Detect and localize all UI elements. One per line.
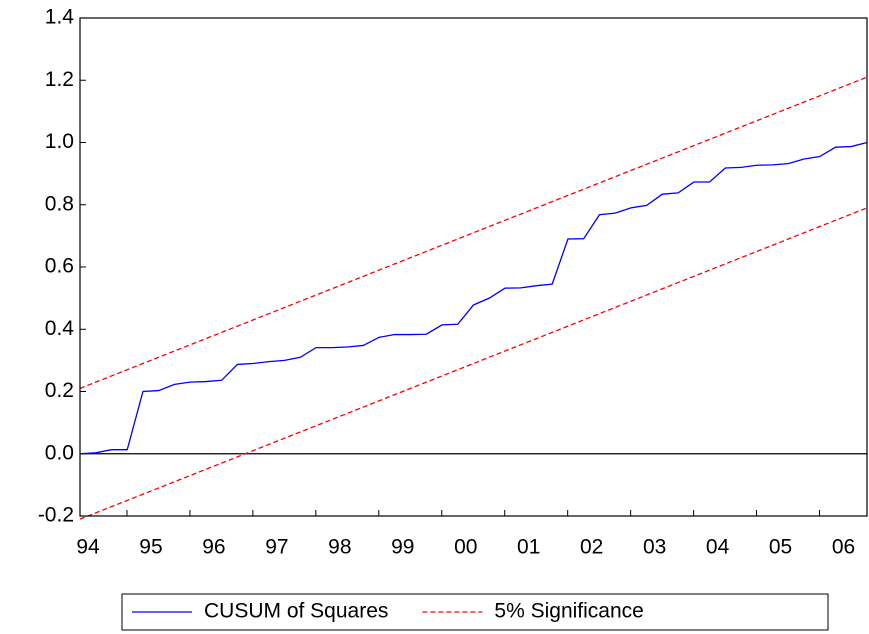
x-tick-label: 01 (517, 536, 540, 559)
y-tick-label: 0.6 (45, 255, 74, 278)
y-tick-label: 1.0 (45, 130, 74, 153)
plot-frame (79, 17, 868, 517)
x-tick-label: 05 (769, 536, 792, 559)
legend-label: CUSUM of Squares (204, 600, 388, 623)
x-tick-label: 97 (265, 536, 288, 559)
x-tick-label: 06 (832, 536, 855, 559)
y-tick-label: 1.4 (45, 6, 75, 29)
y-tick-label: -0.2 (38, 504, 74, 527)
x-tick-label: 00 (454, 536, 477, 559)
legend-box (121, 593, 829, 631)
series-line (79, 207, 868, 520)
x-tick-label: 99 (391, 536, 414, 559)
y-tick-label: 0.8 (45, 192, 74, 215)
x-tick-label: 04 (706, 536, 730, 559)
x-tick-label: 96 (202, 536, 225, 559)
y-tick-label: 0.4 (45, 317, 75, 340)
y-tick-label: 1.2 (45, 68, 74, 91)
x-tick-label: 94 (76, 536, 100, 559)
legend: CUSUM of Squares 5% Significance (121, 593, 829, 631)
y-tick-label: 0.2 (45, 379, 74, 402)
series-line (79, 76, 868, 389)
y-tick-label: 0.0 (45, 441, 74, 464)
x-tick-label: 98 (328, 536, 351, 559)
legend-label: 5% Significance (494, 600, 643, 623)
x-tick-label: 02 (580, 536, 603, 559)
series-line (79, 141, 868, 455)
x-tick-label: 03 (643, 536, 666, 559)
x-tick-label: 95 (139, 536, 162, 559)
